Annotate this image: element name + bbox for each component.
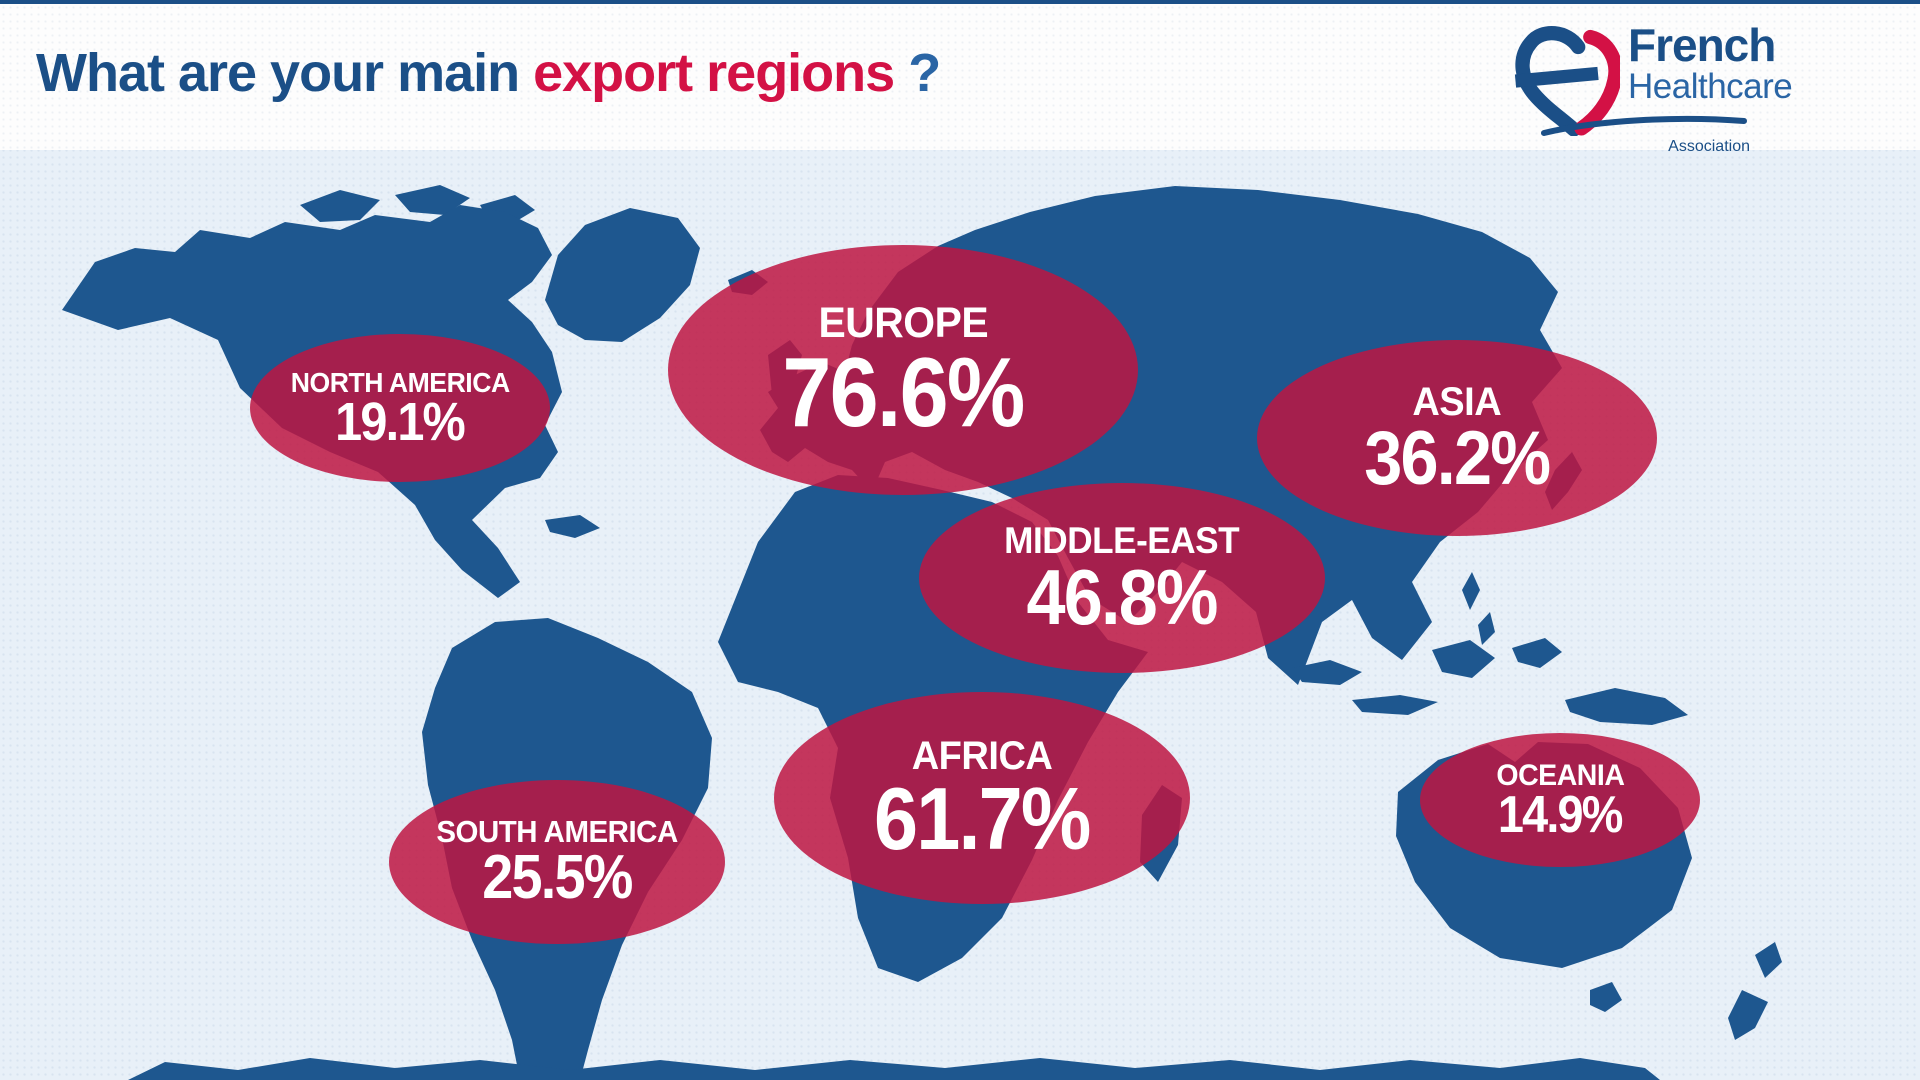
- region-bubble-africa: AFRICA 61.7%: [774, 692, 1190, 904]
- logo-subtitle: Association: [1668, 138, 1750, 155]
- region-value: 19.1%: [335, 392, 467, 453]
- region-label: SOUTH AMERICA: [436, 814, 678, 850]
- title-question-mark: ?: [908, 43, 941, 103]
- region-bubble-europe: EUROPE 76.6%: [668, 245, 1138, 495]
- region-value: 76.6%: [782, 337, 1025, 448]
- map-arctic-islands: [395, 185, 470, 215]
- french-healthcare-logo: French Healthcare Association: [1510, 14, 1880, 155]
- map-arctic-islands: [300, 190, 380, 222]
- logo-swoosh: [1541, 115, 1747, 136]
- region-label: OCEANIA: [1495, 758, 1625, 792]
- region-label: ASIA: [1412, 379, 1502, 424]
- region-bubble-north-america: NORTH AMERICA 19.1%: [250, 334, 550, 482]
- region-bubble-south-america: SOUTH AMERICA 25.5%: [389, 780, 725, 944]
- header: What are your main export regions? French…: [0, 4, 1920, 155]
- region-value: 46.8%: [1026, 553, 1219, 642]
- logo-brand-line1: French: [1628, 19, 1776, 71]
- region-label: NORTH AMERICA: [290, 366, 510, 398]
- region-label: AFRICA: [911, 734, 1053, 779]
- region-value: 61.7%: [874, 769, 1091, 869]
- region-bubble-oceania: OCEANIA 14.9%: [1420, 733, 1700, 867]
- map-philippines: [1478, 612, 1495, 645]
- map-philippines: [1462, 572, 1480, 610]
- heart-logo-icon: [1514, 26, 1620, 136]
- map-caribbean: [545, 515, 600, 538]
- logo-brand-line2: Healthcare: [1628, 67, 1793, 106]
- map-new-zealand: [1755, 942, 1782, 978]
- region-value: 14.9%: [1498, 786, 1624, 845]
- map-indonesia: [1512, 638, 1562, 668]
- region-value: 25.5%: [482, 842, 633, 912]
- map-indonesia: [1292, 660, 1362, 685]
- region-bubble-middle-east: MIDDLE-EAST 46.8%: [919, 483, 1325, 673]
- map-new-guinea: [1565, 688, 1688, 725]
- map-antarctica: [128, 1058, 1660, 1080]
- page-title: What are your main export regions?: [36, 42, 941, 104]
- map-tasmania: [1590, 982, 1622, 1012]
- map-indonesia: [1352, 695, 1438, 715]
- region-label: MIDDLE-EAST: [1004, 519, 1240, 561]
- map-greenland: [545, 208, 700, 342]
- region-label: EUROPE: [818, 298, 988, 347]
- region-value: 36.2%: [1364, 415, 1552, 501]
- title-prefix: What are your main: [36, 43, 520, 103]
- map-indonesia: [1432, 640, 1495, 678]
- map-new-zealand: [1728, 990, 1768, 1040]
- region-bubble-asia: ASIA 36.2%: [1257, 340, 1657, 536]
- title-highlight: export regions: [533, 43, 895, 103]
- logo-text: French Healthcare: [1628, 22, 1878, 107]
- top-accent-bar: [0, 0, 1920, 4]
